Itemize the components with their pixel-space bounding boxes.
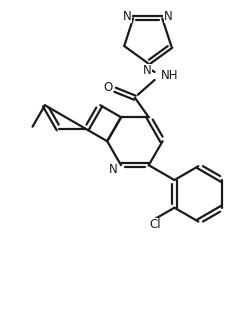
Text: NH: NH	[160, 70, 178, 82]
Text: N: N	[109, 163, 118, 176]
Text: O: O	[104, 81, 113, 94]
Text: N: N	[123, 10, 132, 23]
Text: N: N	[143, 63, 152, 77]
Text: Cl: Cl	[150, 218, 162, 231]
Text: N: N	[164, 10, 172, 23]
